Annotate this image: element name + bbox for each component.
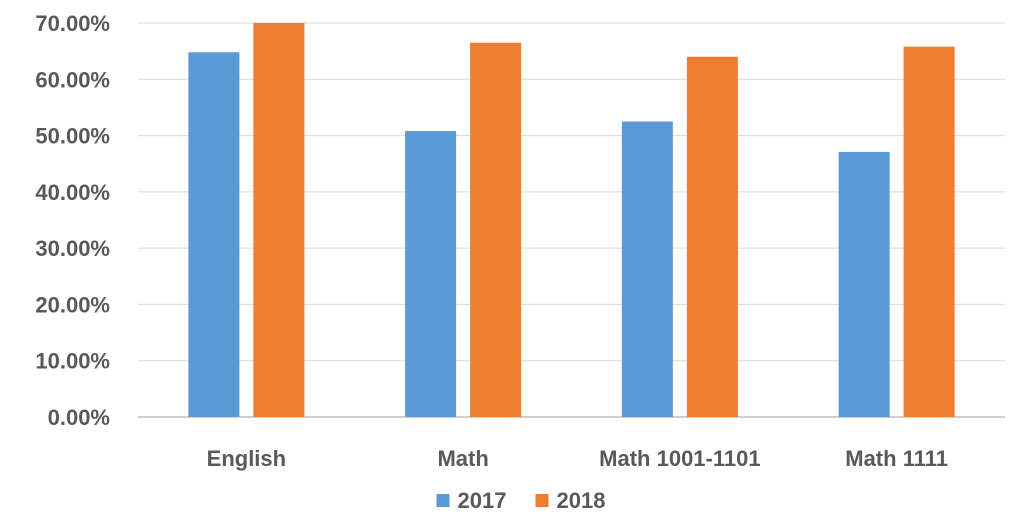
y-tick-label: 20.00% [35, 292, 110, 317]
x-category-label: Math 1111 [845, 446, 948, 471]
legend-label: 2018 [557, 488, 606, 513]
bar-2017-english [188, 52, 240, 418]
x-axis-category-labels: English Math Math 1001-1101 Math 1111 [207, 446, 948, 471]
y-tick-label: 70.00% [35, 11, 110, 36]
y-tick-label: 40.00% [35, 180, 110, 205]
bars [188, 23, 955, 418]
bar-2017-math-1001-1101 [621, 121, 673, 417]
x-category-label: Math 1001-1101 [599, 446, 760, 471]
bar-2018-math [470, 42, 522, 417]
x-category-label: English [207, 446, 286, 471]
legend-label: 2017 [458, 488, 507, 513]
legend-entry-2017: 2017 [436, 488, 507, 513]
legend: 2017 2018 [436, 488, 606, 513]
legend-swatch [535, 494, 549, 507]
y-tick-label: 60.00% [35, 67, 110, 92]
bar-2018-math-1111 [903, 46, 955, 417]
x-category-label: Math [437, 446, 488, 471]
legend-swatch [436, 494, 450, 507]
y-tick-label: 30.00% [35, 236, 110, 261]
y-tick-label: 10.00% [35, 349, 110, 374]
bar-2018-english [253, 23, 305, 417]
y-axis-tick-labels: 0.00% 10.00% 20.00% 30.00% 40.00% 50.00% 60.00… [35, 11, 110, 430]
y-tick-label: 0.00% [48, 405, 110, 430]
bar-2017-math-1111 [838, 151, 890, 417]
legend-entry-2018: 2018 [535, 488, 606, 513]
y-tick-label: 50.00% [35, 124, 110, 149]
bar-2017-math [405, 131, 457, 417]
bar-2018-math-1001-1101 [686, 56, 738, 418]
